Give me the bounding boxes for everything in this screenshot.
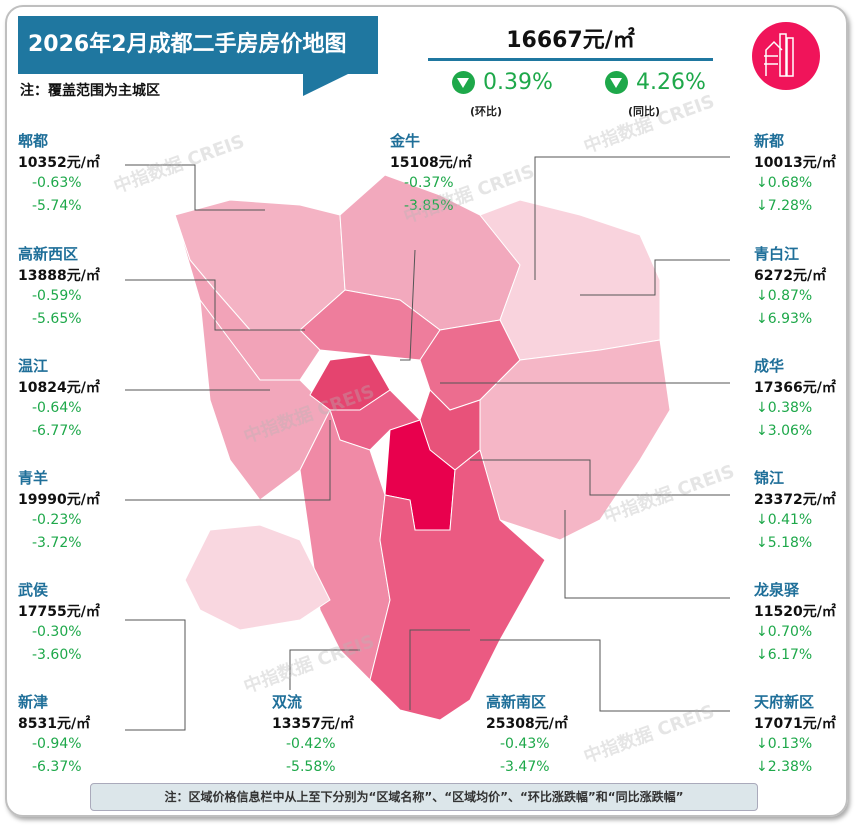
district-mom: -0.63% — [32, 175, 82, 191]
district-mom: -0.42% — [286, 736, 336, 752]
district-price: 11520元/㎡ — [754, 604, 836, 620]
district-yoy: ↓6.17% — [756, 647, 813, 663]
district-wenjiang[interactable]: 温江 10824元/㎡ -0.64% -6.77% — [18, 355, 128, 446]
district-price: 25308元/㎡ — [486, 716, 568, 732]
district-mom: -0.64% — [32, 400, 82, 416]
yoy-label: (同比) — [628, 105, 661, 118]
region-tianfu[interactable] — [369, 449, 546, 721]
district-tianfu[interactable]: 天府新区 17071元/㎡ ↓0.13% ↓2.38% — [754, 691, 855, 782]
district-gaoxinnan[interactable]: 高新南区 25308元/㎡ -0.43% -3.47% — [486, 691, 596, 782]
district-price: 13357元/㎡ — [272, 716, 354, 732]
district-yoy: ↓7.28% — [756, 198, 813, 214]
district-jinniu[interactable]: 金牛 15108元/㎡ -0.37% -3.85% — [390, 130, 500, 221]
district-name: 郫都 — [18, 132, 49, 150]
district-price: 17366元/㎡ — [754, 380, 836, 396]
district-name: 武侯 — [18, 581, 49, 599]
district-price: 10013元/㎡ — [754, 155, 836, 171]
district-mom: ↓0.38% — [756, 400, 813, 416]
creis-logo — [752, 22, 820, 90]
district-yoy: -5.58% — [286, 759, 336, 775]
card-frame — [5, 5, 848, 817]
district-name: 双流 — [272, 693, 303, 711]
district-mom: -0.30% — [32, 624, 82, 640]
district-name: 龙泉驿 — [754, 581, 800, 599]
district-jinjiang[interactable]: 锦江 23372元/㎡ ↓0.41% ↓5.18% — [754, 467, 855, 558]
district-name: 高新西区 — [18, 245, 79, 263]
district-yoy: ↓3.06% — [756, 423, 813, 439]
district-shuangliu[interactable]: 双流 13357元/㎡ -0.42% -5.58% — [272, 691, 382, 782]
district-mom: ↓0.87% — [756, 288, 813, 304]
district-pidu[interactable]: 郫都 10352元/㎡ -0.63% -5.74% — [18, 130, 128, 221]
district-yoy: ↓2.38% — [756, 759, 813, 775]
district-name: 新都 — [754, 132, 785, 150]
district-yoy: -5.65% — [32, 311, 82, 327]
district-wuhou[interactable]: 武侯 17755元/㎡ -0.30% -3.60% — [18, 579, 128, 670]
district-qingbaijiang[interactable]: 青白江 6272元/㎡ ↓0.87% ↓6.93% — [754, 243, 855, 334]
district-name: 新津 — [18, 693, 49, 711]
district-mom: ↓0.68% — [756, 175, 813, 191]
district-mom: -0.59% — [32, 288, 82, 304]
district-yoy: -3.47% — [500, 759, 550, 775]
yoy-value: 4.26% — [636, 70, 706, 95]
district-xindu[interactable]: 新都 10013元/㎡ ↓0.68% ↓7.28% — [754, 130, 855, 221]
district-price: 17755元/㎡ — [18, 604, 100, 620]
district-yoy: -6.37% — [32, 759, 82, 775]
mom-value: 0.39% — [483, 70, 553, 95]
district-mom: ↓0.70% — [756, 624, 813, 640]
district-mom: -0.37% — [404, 175, 454, 191]
district-price: 10824元/㎡ — [18, 380, 100, 396]
district-yoy: ↓5.18% — [756, 535, 813, 551]
district-name: 天府新区 — [754, 693, 815, 711]
district-mom: -0.23% — [32, 512, 82, 528]
district-longquanyi[interactable]: 龙泉驿 11520元/㎡ ↓0.70% ↓6.17% — [754, 579, 855, 670]
district-price: 23372元/㎡ — [754, 492, 836, 508]
leader-lines — [125, 156, 730, 731]
region-xinjin[interactable] — [184, 524, 331, 631]
district-price: 13888元/㎡ — [18, 268, 100, 284]
down-triangle-icon — [605, 71, 628, 94]
district-name: 高新南区 — [486, 693, 547, 711]
district-mom: ↓0.41% — [756, 512, 813, 528]
district-price: 10352元/㎡ — [18, 155, 100, 171]
yoy-change: 4.26% — [605, 70, 706, 95]
district-price: 15108元/㎡ — [390, 155, 472, 171]
down-triangle-icon — [452, 71, 475, 94]
mom-label: (环比) — [470, 105, 503, 118]
footnote: 注：区域价格信息栏中从上至下分别为“区域名称”、“区域均价”、“环比涨跌幅”和“… — [90, 783, 758, 811]
district-xinjin[interactable]: 新津 8531元/㎡ -0.94% -6.37% — [18, 691, 128, 782]
district-yoy: -3.85% — [404, 198, 454, 214]
district-yoy: -3.60% — [32, 647, 82, 663]
district-yoy: -3.72% — [32, 535, 82, 551]
district-gaoxinxi[interactable]: 高新西区 13888元/㎡ -0.59% -5.65% — [18, 243, 128, 334]
district-name: 成华 — [754, 357, 785, 375]
district-yoy: -5.74% — [32, 198, 82, 214]
page-title: 2026年2月成都二手房房价地图 — [18, 16, 378, 74]
district-qingyang[interactable]: 青羊 19990元/㎡ -0.23% -3.72% — [18, 467, 128, 558]
district-mom: -0.94% — [32, 736, 82, 752]
coverage-note: 注：覆盖范围为主城区 — [20, 83, 160, 99]
district-chenghua[interactable]: 成华 17366元/㎡ ↓0.38% ↓3.06% — [754, 355, 855, 446]
district-mom: ↓0.13% — [756, 736, 813, 752]
district-mom: -0.43% — [500, 736, 550, 752]
district-price: 17071元/㎡ — [754, 716, 836, 732]
divider — [428, 58, 713, 61]
district-name: 青白江 — [754, 245, 800, 263]
district-name: 青羊 — [18, 469, 49, 487]
avg-price: 16667元/㎡ — [506, 28, 635, 53]
mom-change: 0.39% — [452, 70, 553, 95]
district-name: 金牛 — [390, 132, 421, 150]
district-price: 19990元/㎡ — [18, 492, 100, 508]
district-price: 6272元/㎡ — [754, 268, 827, 284]
region-pidu[interactable] — [174, 199, 346, 331]
title-tail — [303, 74, 348, 96]
district-name: 锦江 — [754, 469, 785, 487]
district-yoy: -6.77% — [32, 423, 82, 439]
district-name: 温江 — [18, 357, 49, 375]
district-yoy: ↓6.93% — [756, 311, 813, 327]
district-price: 8531元/㎡ — [18, 716, 91, 732]
